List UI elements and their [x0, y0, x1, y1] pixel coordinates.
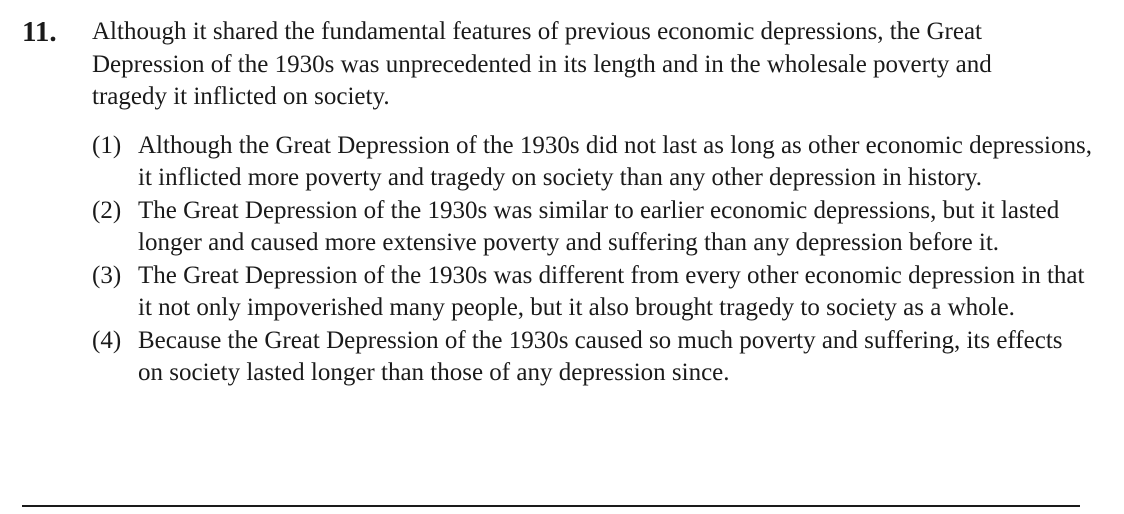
option-text: The Great Depression of the 1930s was si…	[138, 196, 1060, 257]
bottom-divider	[22, 505, 1080, 507]
option-number: (4)	[92, 326, 122, 354]
option-number: (1)	[92, 131, 122, 159]
option-number: (3)	[92, 261, 122, 289]
answer-option-4[interactable]: (4) Because the Great Depression of the …	[92, 325, 1092, 390]
question-stem: Although it shared the fundamental featu…	[92, 18, 992, 110]
option-text: The Great Depression of the 1930s was di…	[138, 261, 1085, 322]
option-number: (2)	[92, 196, 122, 224]
answer-option-3[interactable]: (3) The Great Depression of the 1930s wa…	[92, 260, 1092, 325]
option-text: Although the Great Depression of the 193…	[138, 131, 1092, 192]
question-block: 11. Although it shared the fundamental f…	[22, 16, 1112, 390]
question-stem-row: 11. Although it shared the fundamental f…	[22, 16, 1112, 114]
option-text: Because the Great Depression of the 1930…	[138, 326, 1063, 387]
answer-option-1[interactable]: (1) Although the Great Depression of the…	[92, 130, 1092, 195]
answer-options: (1) Although the Great Depression of the…	[92, 130, 1092, 390]
answer-option-2[interactable]: (2) The Great Depression of the 1930s wa…	[92, 195, 1092, 260]
question-number: 11.	[22, 16, 57, 48]
